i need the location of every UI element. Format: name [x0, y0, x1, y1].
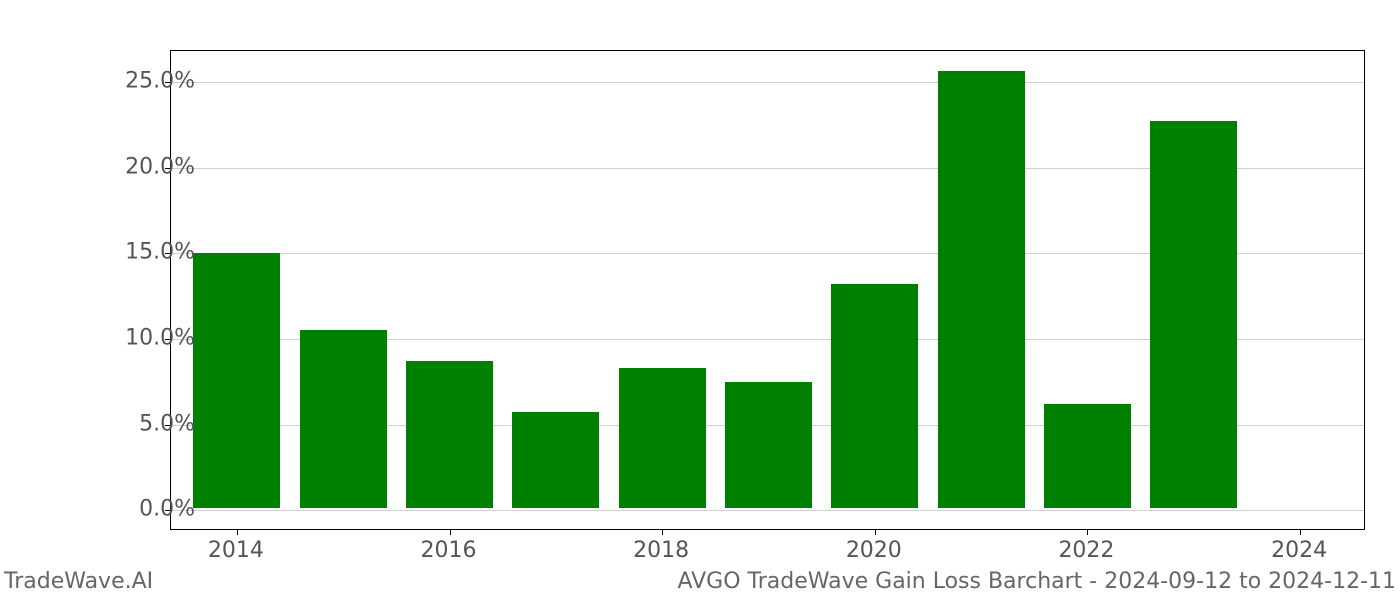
gridline [171, 510, 1364, 511]
footer-left-watermark: TradeWave.AI [4, 569, 153, 594]
xtick-mark [450, 529, 451, 535]
ytick-label: 25.0% [125, 68, 195, 93]
xtick-mark [237, 529, 238, 535]
bar [193, 253, 280, 508]
xtick-mark [875, 529, 876, 535]
ytick-label: 5.0% [139, 411, 195, 436]
bar [725, 382, 812, 509]
xtick-label: 2024 [1271, 538, 1327, 563]
bar [1150, 121, 1237, 508]
xtick-label: 2018 [633, 538, 689, 563]
bar [406, 361, 493, 508]
xtick-label: 2022 [1058, 538, 1114, 563]
ytick-label: 0.0% [139, 497, 195, 522]
plot-area [170, 50, 1365, 530]
ytick-label: 10.0% [125, 326, 195, 351]
bar [619, 368, 706, 509]
bar [512, 412, 599, 508]
bar [831, 284, 918, 509]
ytick-label: 20.0% [125, 154, 195, 179]
xtick-label: 2016 [421, 538, 477, 563]
xtick-label: 2020 [846, 538, 902, 563]
xtick-label: 2014 [208, 538, 264, 563]
gridline [171, 82, 1364, 83]
footer-right-caption: AVGO TradeWave Gain Loss Barchart - 2024… [677, 569, 1396, 594]
xtick-mark [1300, 529, 1301, 535]
bar [938, 71, 1025, 508]
chart-container [170, 50, 1365, 530]
ytick-label: 15.0% [125, 240, 195, 265]
xtick-mark [1087, 529, 1088, 535]
bar [300, 330, 387, 508]
xtick-mark [662, 529, 663, 535]
bar [1044, 404, 1131, 509]
